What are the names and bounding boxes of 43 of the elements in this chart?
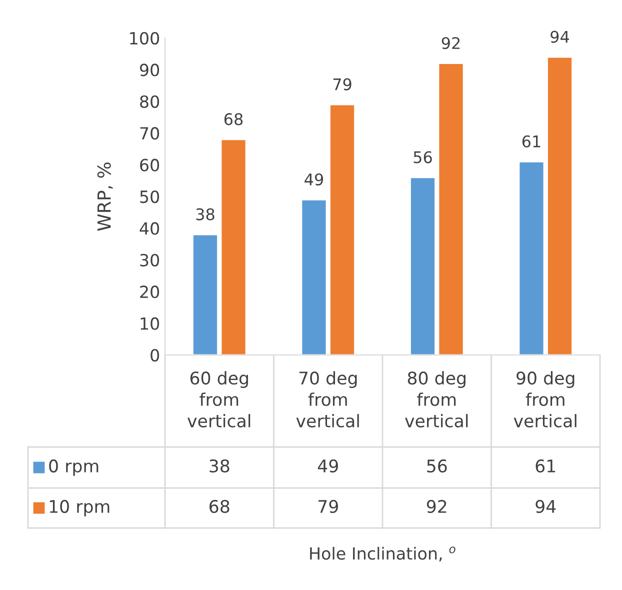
annotation: 56 [414,151,432,164]
y-tick-label: 30 [140,254,160,266]
y-tick-label: 60 [140,158,160,172]
y-axis-title: WRP, % [97,162,113,231]
data-label: 94 [536,500,556,514]
bar [546,56,573,355]
data-label: 38 [210,459,230,473]
annotation: 61 [522,135,540,148]
y-tick-label: 0 [150,348,160,362]
annotation: 92 [442,37,460,50]
y-tick-label: 40 [140,222,160,235]
y-tick-label: 90 [140,64,160,76]
annotation: 79 [333,78,352,90]
y-tick-label: 70 [140,127,160,140]
data-label: 92 [426,500,446,514]
annotation: 38 [196,208,214,220]
x-tick-label: 80 deg from vertical [405,371,468,428]
annotation: 94 [550,30,570,43]
y-tick-label: 100 [130,32,160,45]
x-tick-label: 70 deg from vertical [296,371,359,428]
bar [329,104,356,355]
data-label: 56 [427,459,447,473]
data-label: 79 [318,500,338,514]
bar [220,138,247,355]
legend-label: 10 rpm [50,500,110,516]
bar [300,198,328,355]
text: Hole Inclination, $^{o}$ [310,546,456,562]
y-tick-label: 20 [140,286,160,298]
bar [192,234,218,355]
legend-label: 0 rpm [49,459,98,476]
annotation: 68 [224,113,243,126]
x-tick-label: 60 deg from vertical [188,371,250,428]
bar [518,160,545,355]
bar [410,176,436,355]
data-label: 49 [318,459,338,473]
bar [438,62,464,355]
annotation: 49 [304,173,324,186]
data-label: 61 [536,459,556,473]
x-tick-label: 90 deg from vertical [514,371,576,428]
y-tick-label: 50 [140,190,160,204]
y-tick-label: 10 [140,317,160,330]
data-label: 68 [210,500,230,514]
y-tick-label: 80 [140,95,160,108]
